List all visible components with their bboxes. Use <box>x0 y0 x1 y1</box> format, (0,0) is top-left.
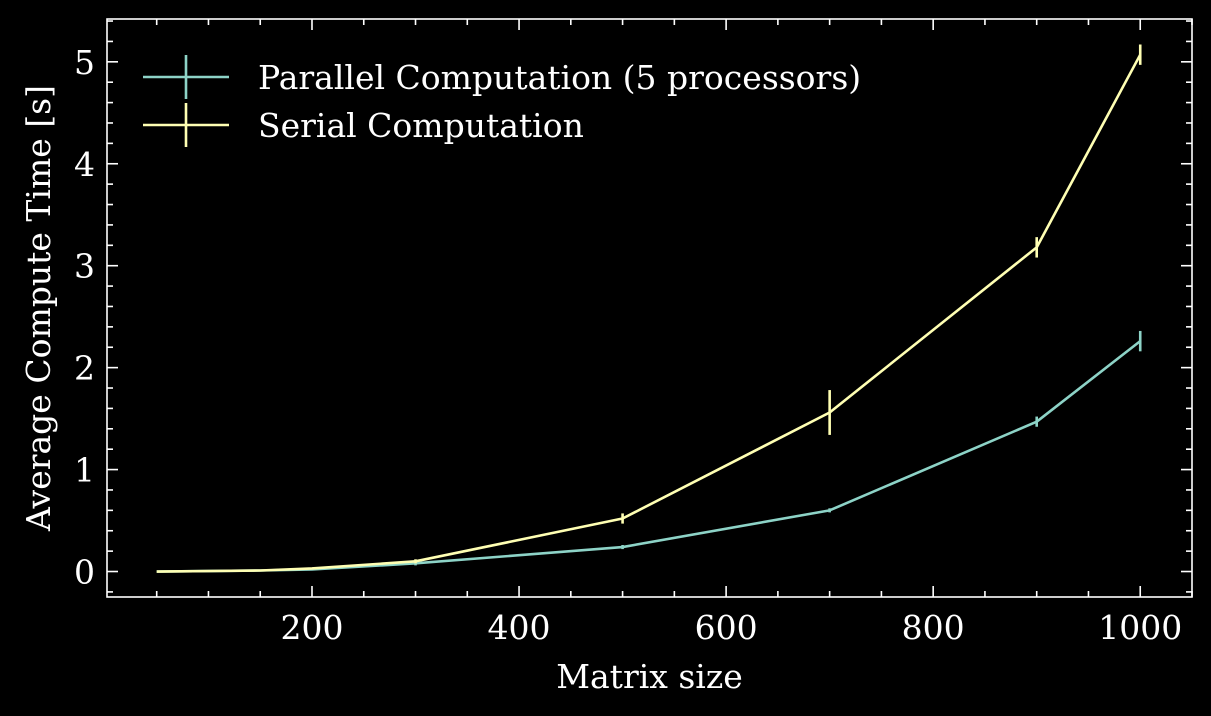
y-tick-label: 3 <box>74 247 95 286</box>
x-tick-label: 600 <box>695 608 758 647</box>
tick-labels: 200 400 600 800 1000 0 1 2 3 4 5 <box>74 43 1182 647</box>
x-tick-label: 800 <box>902 608 965 647</box>
y-tick-label: 0 <box>74 553 95 592</box>
legend-label-1: Parallel Computation (5 processors) <box>258 58 861 97</box>
x-tick-label: 400 <box>488 608 551 647</box>
legend-label-2: Serial Computation <box>258 106 584 145</box>
x-tick-label: 200 <box>280 608 343 647</box>
series-line-2 <box>156 54 1142 573</box>
plot-frame <box>106 18 1193 598</box>
y-axis-label: Average Compute Time [s] <box>19 85 58 532</box>
axis-ticks <box>107 19 1193 597</box>
y-tick-label: 4 <box>74 145 95 184</box>
x-tick-label: 1000 <box>1098 608 1182 647</box>
plot-lines <box>156 44 1142 573</box>
y-tick-label: 2 <box>74 349 95 388</box>
y-tick-label: 1 <box>74 451 95 490</box>
legend: Parallel Computation (5 processors) Seria… <box>143 55 861 147</box>
x-axis-label: Matrix size <box>556 657 743 696</box>
y-tick-label: 5 <box>74 43 95 82</box>
